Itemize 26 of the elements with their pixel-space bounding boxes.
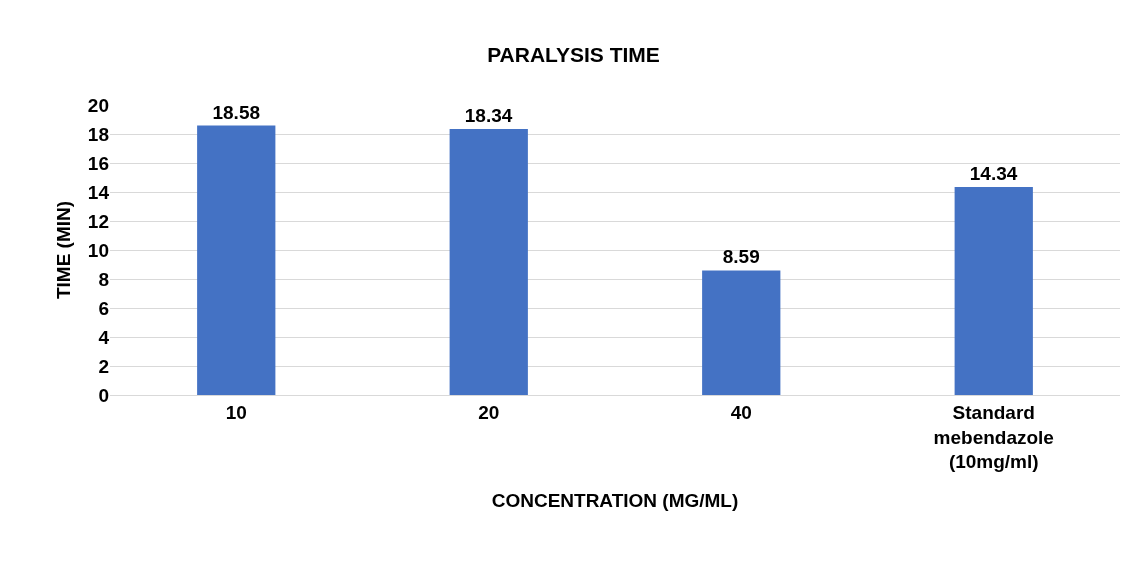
- x-tick-label: 10: [225, 401, 247, 423]
- y-tick-label: 2: [98, 355, 109, 377]
- chart-title: PARALYSIS TIME: [487, 42, 660, 66]
- bar: [702, 270, 781, 395]
- data-label: 14.34: [969, 163, 1018, 185]
- y-tick-label: 10: [87, 239, 109, 261]
- y-tick-label: 6: [98, 297, 109, 319]
- y-axis-title: TIME (MIN): [52, 200, 74, 300]
- x-tick-label: 20: [478, 401, 500, 423]
- x-axis-title: CONCENTRATION (MG/ML): [491, 490, 739, 511]
- y-tick-label: 12: [87, 210, 109, 232]
- y-tick-label: 14: [87, 181, 110, 203]
- bar: [449, 129, 528, 395]
- data-label: 18.58: [212, 101, 261, 123]
- bar: [954, 187, 1033, 395]
- y-tick-label: 16: [87, 152, 109, 174]
- y-tick-label: 4: [98, 326, 110, 348]
- bar: [197, 125, 276, 395]
- data-label: 18.34: [464, 105, 513, 127]
- x-tick-label: 40: [730, 401, 752, 423]
- y-tick-label: 8: [98, 268, 109, 290]
- y-tick-label: 20: [87, 94, 109, 116]
- y-tick-label: 18: [87, 123, 109, 145]
- data-label: 8.59: [722, 246, 760, 268]
- x-tick-label: Standard mebendazole (10mg/ml): [933, 401, 1054, 473]
- y-tick-label: 0: [98, 384, 109, 406]
